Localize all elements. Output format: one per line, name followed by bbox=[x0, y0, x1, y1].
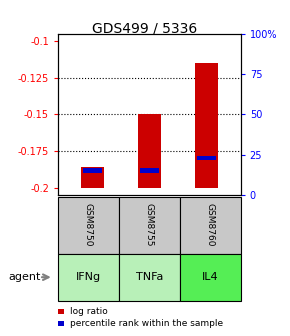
Bar bbox=[197, 156, 216, 160]
Text: GDS499 / 5336: GDS499 / 5336 bbox=[93, 22, 197, 36]
Text: percentile rank within the sample: percentile rank within the sample bbox=[70, 319, 223, 328]
Bar bbox=[138, 114, 161, 187]
Text: agent: agent bbox=[9, 272, 41, 282]
Text: TNFa: TNFa bbox=[136, 272, 163, 282]
Text: GSM8755: GSM8755 bbox=[145, 203, 154, 247]
Bar bbox=[83, 168, 102, 173]
Text: GSM8760: GSM8760 bbox=[206, 203, 215, 247]
Bar bbox=[195, 63, 218, 187]
Bar bbox=[81, 167, 104, 187]
Text: log ratio: log ratio bbox=[70, 307, 107, 316]
Text: IFNg: IFNg bbox=[76, 272, 101, 282]
Bar bbox=[140, 168, 159, 173]
Text: GSM8750: GSM8750 bbox=[84, 203, 93, 247]
Text: IL4: IL4 bbox=[202, 272, 219, 282]
